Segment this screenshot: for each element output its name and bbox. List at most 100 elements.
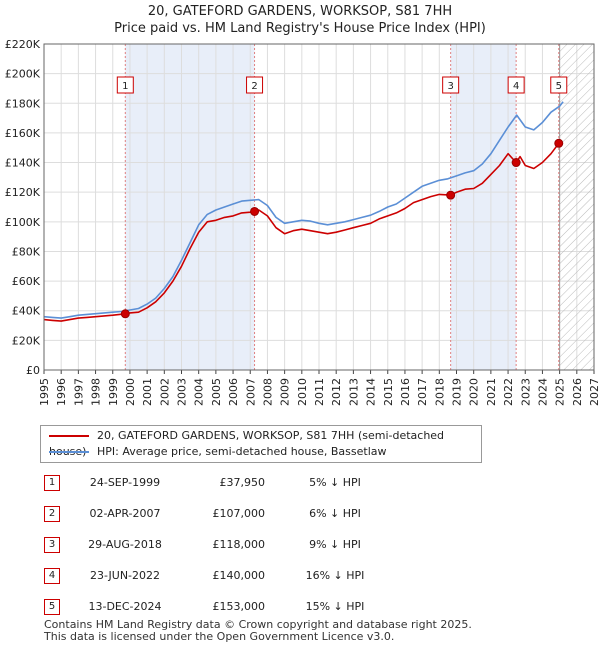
- x-tick-label: 1999: [107, 378, 120, 406]
- sale-point: [511, 158, 521, 168]
- sale-date: 23-JUN-2022: [89, 569, 161, 582]
- sale-price: £153,000: [212, 600, 266, 613]
- sale-point: [554, 138, 564, 148]
- x-tick-label: 2001: [141, 378, 154, 406]
- legend-swatch-property: [49, 435, 89, 437]
- y-tick-label: £160K: [5, 127, 41, 140]
- x-tick-label: 2013: [347, 378, 360, 406]
- sale-marker-box: [507, 76, 525, 94]
- y-tick-label: £120K: [5, 186, 41, 199]
- ownership-band: [125, 44, 255, 370]
- x-tick-label: 2019: [451, 378, 464, 406]
- sale-number-badge: 4: [44, 568, 60, 584]
- y-tick-label: £180K: [5, 97, 41, 110]
- sale-row: 1 24-SEP-1999 £37,950 5% ↓ HPI: [40, 472, 440, 492]
- sale-point: [120, 309, 130, 319]
- x-tick-label: 2004: [193, 378, 206, 406]
- x-tick-label: 2007: [244, 378, 257, 406]
- price-chart: 1 2 3 4 5 £0 £20K £40K £60K £80K £100K £120K £140K £…: [5, 38, 600, 406]
- y-tick-label: £100K: [5, 216, 41, 229]
- legend-item-property: 20, GATEFORD GARDENS, WORKSOP, S81 7HH (…: [49, 428, 481, 458]
- sale-row: 5 13-DEC-2024 £153,000 15% ↓ HPI: [40, 596, 440, 616]
- x-tick-label: 2012: [330, 378, 343, 406]
- ownership-band: [450, 44, 517, 370]
- sale-date: 29-AUG-2018: [88, 538, 162, 551]
- x-tick-label: 2005: [210, 378, 223, 406]
- sale-point: [446, 190, 456, 200]
- y-tick-label: £200K: [5, 68, 41, 81]
- sale-point: [250, 206, 260, 216]
- sale-price: £107,000: [212, 507, 266, 520]
- footer-copyright: Contains HM Land Registry data © Crown c…: [44, 618, 472, 631]
- x-tick-label: 2026: [571, 378, 584, 406]
- sale-marker-label: 5: [556, 81, 562, 92]
- x-tick-label: 2018: [433, 378, 446, 406]
- legend-item-hpi: HPI: Average price, semi-detached house,…: [49, 444, 387, 460]
- sale-marker-label: 2: [251, 81, 257, 92]
- y-tick-label: £60K: [12, 275, 41, 288]
- x-tick-label: 2022: [502, 378, 515, 406]
- sale-date: 24-SEP-1999: [89, 476, 161, 489]
- x-tick-label: 2023: [519, 378, 532, 406]
- sale-marker-label: 4: [513, 81, 519, 92]
- sale-number-badge: 5: [44, 599, 60, 615]
- x-tick-label: 2021: [485, 378, 498, 406]
- plot-frame: [43, 43, 595, 371]
- sale-hpi-diff: 9% ↓ HPI: [309, 538, 361, 551]
- sale-row: 2 02-APR-2007 £107,000 6% ↓ HPI: [40, 503, 440, 523]
- legend-label-property: 20, GATEFORD GARDENS, WORKSOP, S81 7HH (…: [49, 429, 445, 458]
- x-tick-label: 1996: [55, 378, 68, 406]
- x-tick-label: 2020: [468, 378, 481, 406]
- sale-marker-label: 1: [122, 81, 128, 92]
- y-tick-label: £140K: [5, 157, 41, 170]
- sale-hpi-diff: 15% ↓ HPI: [305, 600, 365, 613]
- sale-number-badge: 2: [44, 506, 60, 522]
- x-tick-label: 2003: [176, 378, 189, 406]
- x-tick-label: 2025: [554, 378, 567, 406]
- x-tick-label: 2027: [588, 378, 600, 406]
- y-tick-label: £40K: [12, 305, 41, 318]
- y-tick-label: £0: [26, 364, 40, 377]
- chart-title: 20, GATEFORD GARDENS, WORKSOP, S81 7HH P…: [0, 3, 600, 37]
- sale-row: 4 23-JUN-2022 £140,000 16% ↓ HPI: [40, 565, 440, 585]
- legend-swatch-hpi: [49, 451, 89, 453]
- x-tick-label: 2006: [227, 378, 240, 406]
- sale-price: £37,950: [219, 476, 266, 489]
- y-tick-label: £220K: [5, 38, 41, 51]
- sale-number-badge: 1: [44, 475, 60, 491]
- sale-marker-box: [116, 76, 134, 94]
- legend-label-hpi: HPI: Average price, semi-detached house,…: [97, 445, 387, 458]
- hpi-line: [43, 101, 564, 319]
- x-tick-label: 2016: [399, 378, 412, 406]
- sale-marker-box: [550, 76, 568, 94]
- sale-hpi-diff: 5% ↓ HPI: [309, 476, 361, 489]
- x-tick-label: 2002: [158, 378, 171, 406]
- footer-license: This data is licensed under the Open Gov…: [44, 630, 395, 643]
- sale-number-badge: 3: [44, 537, 60, 553]
- sale-marker-box: [442, 76, 460, 94]
- chart-legend: 20, GATEFORD GARDENS, WORKSOP, S81 7HH (…: [40, 425, 482, 463]
- x-tick-label: 1998: [90, 378, 103, 406]
- sale-price: £118,000: [212, 538, 266, 551]
- x-tick-label: 2017: [416, 378, 429, 406]
- sale-date: 13-DEC-2024: [88, 600, 162, 613]
- sale-row: 3 29-AUG-2018 £118,000 9% ↓ HPI: [40, 534, 440, 554]
- footer: Contains HM Land Registry data © Crown c…: [44, 619, 472, 643]
- chart-title-line-1: 20, GATEFORD GARDENS, WORKSOP, S81 7HH: [147, 4, 453, 19]
- sale-price: £140,000: [212, 569, 266, 582]
- sale-hpi-diff: 6% ↓ HPI: [309, 507, 361, 520]
- x-tick-label: 2009: [279, 378, 292, 406]
- x-tick-label: 2008: [261, 378, 274, 406]
- x-tick-label: 2024: [536, 378, 549, 406]
- x-tick-label: 1997: [72, 378, 85, 406]
- property-price-line: [43, 141, 562, 322]
- y-tick-label: £20K: [12, 334, 41, 347]
- x-tick-label: 2015: [382, 378, 395, 406]
- sale-date: 02-APR-2007: [89, 507, 161, 520]
- sale-hpi-diff: 16% ↓ HPI: [305, 569, 365, 582]
- sale-marker-box: [246, 76, 264, 94]
- y-tick-label: £80K: [12, 245, 41, 258]
- x-tick-label: 2010: [296, 378, 309, 406]
- sale-marker-label: 3: [447, 81, 453, 92]
- x-tick-label: 1995: [38, 378, 51, 406]
